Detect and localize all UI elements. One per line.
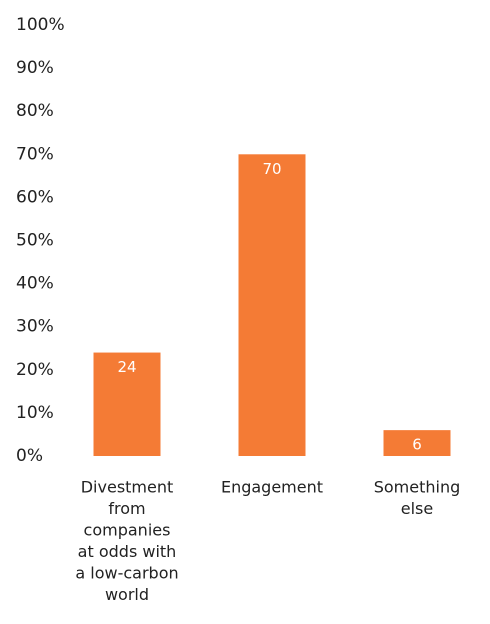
bar-value-label: 70 bbox=[262, 160, 281, 178]
x-axis-category-labels: Divestment from companies at odds with a low… bbox=[75, 478, 460, 605]
x-category-label: Something bbox=[374, 478, 461, 497]
y-tick-label: 70% bbox=[16, 144, 54, 164]
y-tick-label: 60% bbox=[16, 187, 54, 207]
bar bbox=[238, 154, 306, 457]
bar-value-label: 6 bbox=[412, 436, 422, 454]
x-category-label: Engagement bbox=[221, 478, 323, 497]
y-tick-label: 100% bbox=[16, 15, 65, 35]
x-category-label: else bbox=[401, 499, 433, 518]
x-category-label: from bbox=[108, 499, 145, 518]
y-tick-label: 90% bbox=[16, 58, 54, 78]
y-tick-label: 50% bbox=[16, 231, 54, 251]
y-axis-tick-labels: 0% 10% 20% 30% 40% 50% 60% 70% 80% 90% 100% bbox=[16, 15, 65, 466]
bars: 24 70 6 bbox=[93, 154, 451, 457]
y-tick-label: 0% bbox=[16, 446, 43, 466]
y-tick-label: 80% bbox=[16, 101, 54, 121]
x-category-label: Divestment bbox=[81, 478, 174, 497]
y-tick-label: 10% bbox=[16, 403, 54, 423]
bar bbox=[93, 352, 161, 456]
x-category-label: a low-carbon bbox=[75, 564, 178, 583]
x-category-label: at odds with bbox=[78, 542, 177, 561]
y-tick-label: 40% bbox=[16, 274, 54, 294]
bar bbox=[383, 430, 451, 456]
bar-value-label: 24 bbox=[117, 358, 136, 376]
y-tick-label: 20% bbox=[16, 360, 54, 380]
x-category-label: world bbox=[105, 585, 149, 604]
y-tick-label: 30% bbox=[16, 317, 54, 337]
x-category-label: companies bbox=[84, 521, 171, 540]
